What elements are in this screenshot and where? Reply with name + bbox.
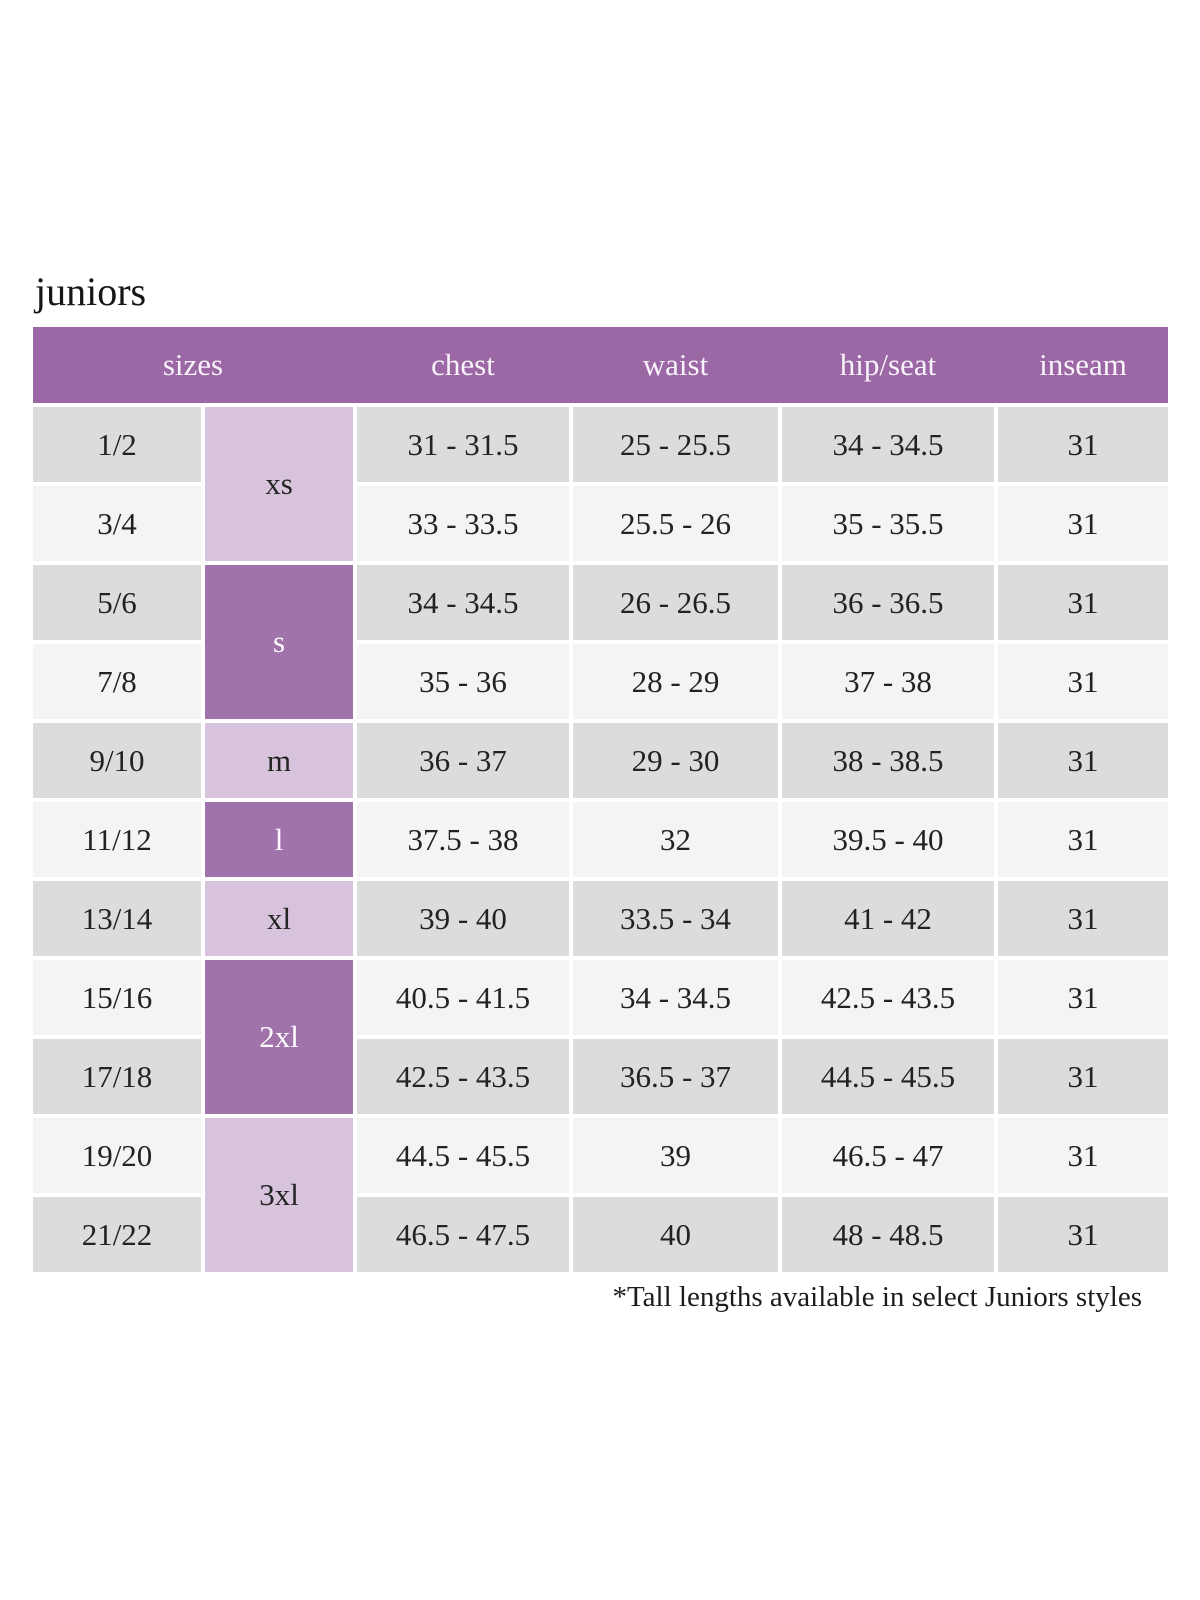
page-title: juniors [35,269,147,314]
cell-chest: 35 - 36 [357,644,569,719]
size-group-cell: xl [205,881,353,956]
size-group-cell: xs [205,407,353,561]
cell-waist: 25.5 - 26 [573,486,778,561]
header-waist: waist [642,347,709,382]
size-group-cell: s [205,565,353,719]
cell-waist: 28 - 29 [573,644,778,719]
cell-hip-seat: 48 - 48.5 [782,1197,994,1272]
size-group-cell: l [205,802,353,877]
cell-inseam: 31 [998,723,1168,798]
cell-inseam: 31 [998,644,1168,719]
cell-waist: 25 - 25.5 [573,407,778,482]
cell-hip-seat: 46.5 - 47 [782,1118,994,1193]
size-chart-content: juniors sizes chest waist hip/seat insea… [33,270,1168,1314]
cell-chest: 37.5 - 38 [357,802,569,877]
row-size-label: 7/8 [33,644,201,719]
cell-waist: 34 - 34.5 [573,960,778,1035]
cell-inseam: 31 [998,565,1168,640]
juniors-size-table: sizes chest waist hip/seat inseam 1/2 31 … [33,327,1168,1272]
cell-waist: 40 [573,1197,778,1272]
cell-hip-seat: 37 - 38 [782,644,994,719]
row-size-label: 19/20 [33,1118,201,1193]
cell-chest: 40.5 - 41.5 [357,960,569,1035]
cell-waist: 26 - 26.5 [573,565,778,640]
cell-chest: 44.5 - 45.5 [357,1118,569,1193]
size-group-cell: 2xl [205,960,353,1114]
header-hip-seat: hip/seat [839,347,937,382]
cell-inseam: 31 [998,1118,1168,1193]
header-inseam: inseam [1039,347,1127,382]
row-size-label: 11/12 [33,802,201,877]
cell-waist: 36.5 - 37 [573,1039,778,1114]
header-sizes: sizes [162,347,224,382]
cell-chest: 31 - 31.5 [357,407,569,482]
cell-chest: 39 - 40 [357,881,569,956]
cell-inseam: 31 [998,1197,1168,1272]
cell-waist: 32 [573,802,778,877]
row-size-label: 13/14 [33,881,201,956]
cell-inseam: 31 [998,1039,1168,1114]
cell-waist: 29 - 30 [573,723,778,798]
cell-hip-seat: 39.5 - 40 [782,802,994,877]
cell-inseam: 31 [998,486,1168,561]
cell-hip-seat: 38 - 38.5 [782,723,994,798]
cell-hip-seat: 42.5 - 43.5 [782,960,994,1035]
cell-hip-seat: 34 - 34.5 [782,407,994,482]
cell-chest: 42.5 - 43.5 [357,1039,569,1114]
cell-chest: 33 - 33.5 [357,486,569,561]
row-size-label: 15/16 [33,960,201,1035]
cell-chest: 36 - 37 [357,723,569,798]
row-size-label: 5/6 [33,565,201,640]
cell-chest: 34 - 34.5 [357,565,569,640]
header-chest: chest [431,347,495,382]
table-header-row: sizes chest waist hip/seat inseam [33,327,1168,403]
cell-inseam: 31 [998,960,1168,1035]
table-body: 1/2 31 - 31.5 25 - 25.5 34 - 34.5 31 3/4 33 - … [33,407,1168,1272]
footnote: *Tall lengths available in select Junior… [612,1281,1142,1313]
cell-waist: 33.5 - 34 [573,881,778,956]
cell-inseam: 31 [998,802,1168,877]
row-size-label: 3/4 [33,486,201,561]
row-size-label: 9/10 [33,723,201,798]
row-size-label: 17/18 [33,1039,201,1114]
cell-inseam: 31 [998,407,1168,482]
cell-hip-seat: 35 - 35.5 [782,486,994,561]
size-group-cell: m [205,723,353,798]
cell-waist: 39 [573,1118,778,1193]
cell-inseam: 31 [998,881,1168,956]
row-size-label: 1/2 [33,407,201,482]
cell-hip-seat: 44.5 - 45.5 [782,1039,994,1114]
row-size-label: 21/22 [33,1197,201,1272]
cell-hip-seat: 36 - 36.5 [782,565,994,640]
cell-hip-seat: 41 - 42 [782,881,994,956]
size-group-cell: 3xl [205,1118,353,1272]
cell-chest: 46.5 - 47.5 [357,1197,569,1272]
